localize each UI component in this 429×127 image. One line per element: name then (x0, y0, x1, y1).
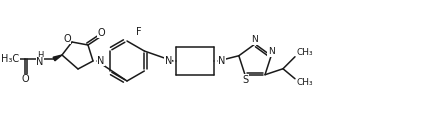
Text: N: N (268, 47, 275, 56)
Text: CH₃: CH₃ (297, 78, 314, 87)
Text: F: F (136, 27, 142, 37)
Text: N: N (97, 56, 104, 66)
Text: H₃C: H₃C (1, 54, 19, 64)
Text: N: N (36, 57, 44, 67)
Text: N: N (218, 56, 225, 66)
Text: O: O (21, 75, 29, 84)
Polygon shape (53, 55, 62, 61)
Text: N: N (252, 36, 258, 44)
Text: S: S (242, 75, 248, 85)
Text: N: N (165, 56, 172, 66)
Text: O: O (63, 34, 71, 44)
Text: H: H (37, 51, 43, 60)
Text: CH₃: CH₃ (297, 48, 314, 57)
Text: O: O (97, 28, 105, 37)
